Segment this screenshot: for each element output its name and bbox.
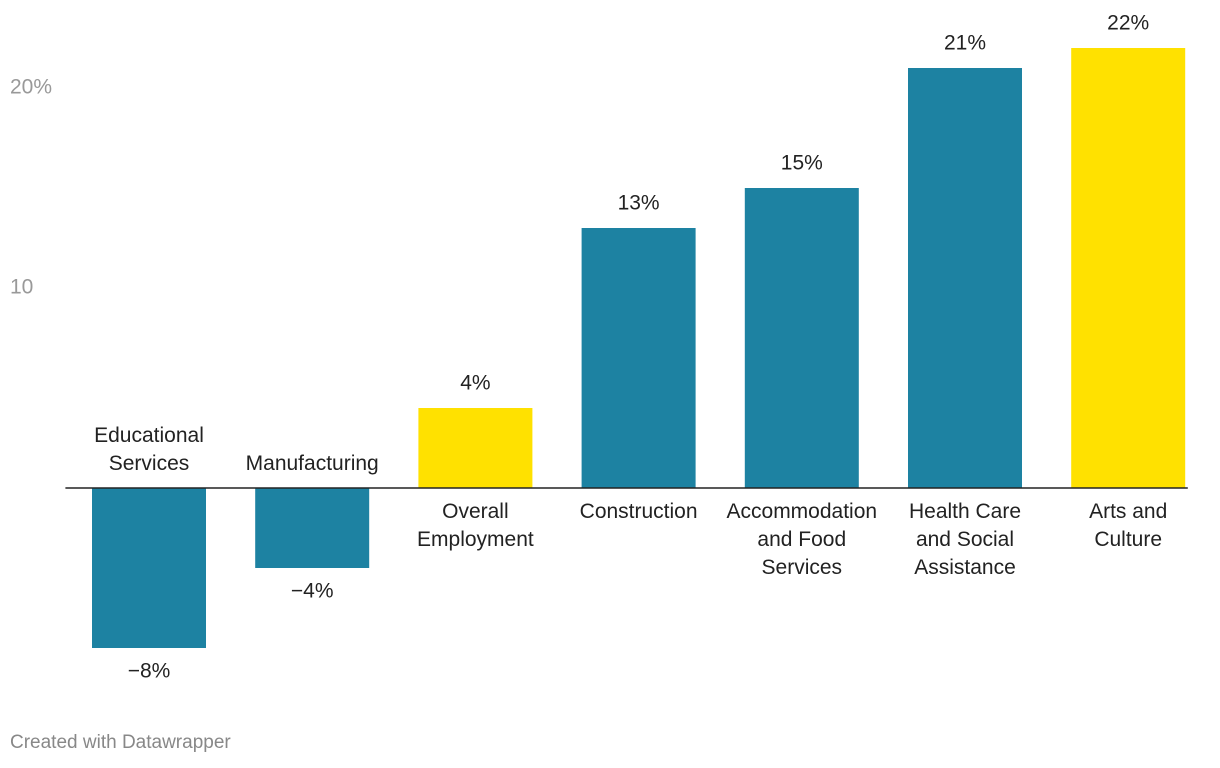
value-label: 21% <box>944 32 986 55</box>
bar <box>908 68 1022 488</box>
x-tick-label: Overall Employment <box>417 500 534 551</box>
bar <box>92 488 206 648</box>
bar <box>1071 48 1186 488</box>
value-label: 13% <box>618 192 660 215</box>
value-label: 15% <box>781 152 823 175</box>
y-tick-label: 20% <box>10 76 52 99</box>
x-tick-label: Accommodation and Food Services <box>726 500 878 579</box>
value-label: −4% <box>291 580 334 603</box>
bar <box>744 188 859 488</box>
x-tick-label: Construction <box>579 500 698 523</box>
x-tick-label: Educational Services <box>94 424 204 475</box>
value-label: 4% <box>460 372 490 395</box>
x-tick-label: Manufacturing <box>245 452 379 475</box>
x-tick-label: Health Care and Social Assistance <box>908 500 1022 579</box>
bar <box>418 408 533 488</box>
y-tick-label: 10 <box>10 276 33 299</box>
bar <box>581 228 696 488</box>
x-tick-label: Arts and Culture <box>1089 500 1168 551</box>
value-label: −8% <box>128 660 171 683</box>
credit: Created with Datawrapper <box>10 732 231 753</box>
value-label: 22% <box>1107 12 1149 35</box>
bar <box>255 488 370 568</box>
